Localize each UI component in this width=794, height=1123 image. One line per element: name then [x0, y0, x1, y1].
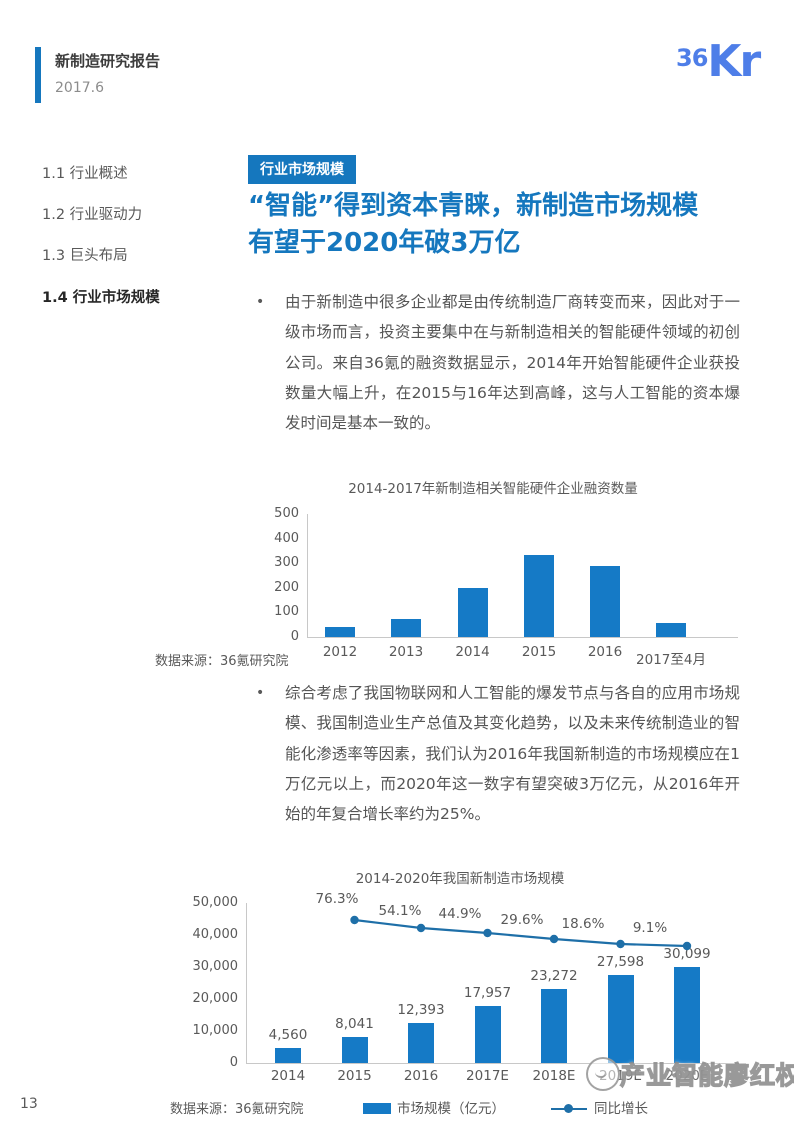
watermark-logo-icon [586, 1057, 620, 1091]
x-axis-label: 2016 [403, 1068, 439, 1084]
watermark-text: 产业智能廖红权 [619, 1060, 794, 1090]
pct-label: 9.1% [632, 920, 668, 936]
y-axis-line [307, 514, 308, 637]
data-point-marker [616, 939, 625, 949]
report-date: 2017.6 [55, 80, 104, 96]
x-axis-label: 2017至4月 [636, 652, 706, 668]
bullet-text: 综合考虑了我国物联网和人工智能的爆发节点与各自的应用市场规模、我国制造业生产总值… [285, 684, 740, 824]
x-axis-label: 2012 [322, 644, 358, 660]
bar [674, 967, 700, 1063]
bar [541, 989, 567, 1063]
bullet-paragraph-2: • 综合考虑了我国物联网和人工智能的爆发节点与各自的应用市场规模、我国制造业生产… [248, 678, 740, 829]
y-axis-tick-label: 0 [290, 629, 299, 644]
bullet-text: 由于新制造中很多企业都是由传统制造厂商转变而来，因此对于一级市场而言，投资主要集… [285, 293, 740, 433]
data-point-marker [350, 915, 359, 925]
x-axis-label: 2014 [270, 1068, 306, 1084]
bar-value-label: 30,099 [663, 946, 711, 962]
legend-line-dot [564, 1104, 573, 1113]
logo-kr-text: Kr [707, 36, 761, 87]
market-size-chart: 2014-2020年我国新制造市场规模 0 10,000 20,000 30,000 4… [180, 865, 794, 1123]
y-axis-tick-label: 400 [274, 530, 299, 546]
y-axis-tick-label: 50,000 [192, 895, 239, 910]
pct-label: 29.6% [500, 912, 544, 928]
y-axis-tick-label: 30,000 [192, 959, 239, 974]
legend-line-label: 同比增长 [594, 1101, 648, 1117]
x-axis-label: 2017E [466, 1068, 509, 1084]
y-axis-tick-label: 100 [274, 604, 299, 620]
funding-count-chart: 2014-2017年新制造相关智能硬件企业融资数量 0 100 200 300 400 5… [248, 475, 743, 670]
bar [275, 1048, 301, 1063]
chart2-title: 2014-2020年我国新制造市场规模 [355, 871, 565, 887]
bar-value-label: 17,957 [463, 985, 512, 1001]
y-axis-tick-label: 20,000 [192, 991, 239, 1006]
y-axis-tick-label: 500 [274, 506, 299, 521]
bar-value-label: 12,393 [397, 1002, 445, 1018]
section-badge: 行业市场规模 [248, 155, 356, 184]
sidebar-item-giants: 1.3 巨头布局 [42, 248, 128, 264]
bar [408, 1023, 434, 1063]
sidebar-item-overview: 1.1 行业概述 [42, 166, 128, 182]
sidebar-item-drivers: 1.2 行业驱动力 [42, 207, 143, 223]
y-axis-tick-label: 300 [274, 555, 299, 571]
pct-label: 54.1% [378, 903, 422, 919]
x-axis-line [307, 637, 738, 638]
data-point-marker [483, 928, 492, 938]
x-axis-label: 2018E [532, 1068, 576, 1084]
x-axis-label: 2016 [587, 644, 623, 660]
chart1-source: 数据来源：36氪研究院 [155, 654, 289, 669]
y-axis-line [246, 903, 247, 1063]
pct-label: 44.9% [438, 906, 482, 922]
36kr-logo: 36 Kr [676, 36, 761, 87]
bullet-paragraph-1: • 由于新制造中很多企业都是由传统制造厂商转变而来，因此对于一级市场而言，投资主… [248, 287, 740, 438]
chart2-source: 数据来源：36氪研究院 [170, 1102, 304, 1117]
data-point-marker [549, 934, 559, 944]
section-heading: “智能”得到资本青睐，新制造市场规模有望于2020年破3万亿 [248, 191, 699, 258]
x-axis-line [246, 1063, 746, 1064]
x-axis-label: 2015 [337, 1068, 372, 1084]
bullet-marker: • [256, 685, 265, 701]
sidebar-item-market-size: 1.4 行业市场规模 [42, 290, 160, 306]
bar [590, 566, 620, 637]
header-accent-bar [35, 47, 41, 103]
bar [524, 555, 554, 637]
bar [474, 1006, 501, 1063]
y-axis-tick-label: 10,000 [192, 1023, 239, 1038]
bar-value-label: 27,598 [596, 954, 645, 970]
chart1-title: 2014-2017年新制造相关智能硬件企业融资数量 [348, 481, 638, 497]
bar-value-label: 4,560 [268, 1027, 308, 1043]
watermark: 产业智能廖红权 [586, 1056, 794, 1092]
y-axis-tick-label: 200 [274, 579, 299, 595]
data-point-marker [682, 941, 692, 951]
x-axis-label: 2015 [521, 644, 557, 660]
y-axis-tick-label: 0 [229, 1055, 238, 1070]
x-axis-label: 2020E [665, 1068, 709, 1084]
y-axis-tick-label: 40,000 [192, 927, 239, 942]
logo-36-text: 36 [676, 44, 708, 72]
data-point-marker [416, 923, 426, 933]
bar [325, 627, 355, 637]
report-title: 新制造研究报告 [55, 52, 161, 70]
bullet-marker: • [256, 294, 265, 310]
bar-value-label: 8,041 [335, 1016, 374, 1032]
bar [656, 623, 686, 637]
bar [391, 619, 421, 637]
page-number: 13 [20, 1096, 38, 1112]
pct-label: 76.3% [315, 891, 359, 907]
legend-bar-swatch [363, 1103, 391, 1114]
x-axis-label: 2013 [388, 644, 424, 660]
bar [607, 975, 634, 1063]
trend-line [350, 915, 692, 951]
legend-bar-label: 市场规模（亿元） [397, 1101, 505, 1117]
bar [341, 1037, 368, 1063]
bar-value-label: 23,272 [530, 968, 578, 984]
x-axis-label: 2014 [455, 644, 490, 660]
pct-label: 18.6% [561, 916, 605, 932]
bar [457, 588, 488, 637]
